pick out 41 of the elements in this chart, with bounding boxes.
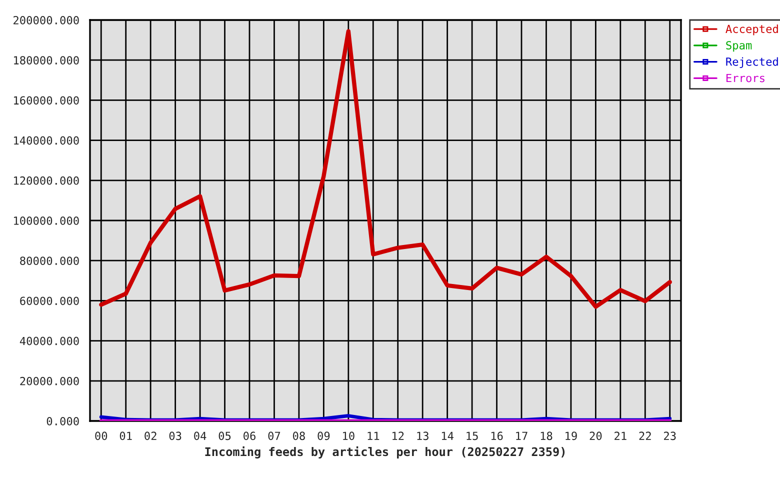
x-tick-label: 13 [417,432,428,440]
y-tick-label: 80000.000 [20,256,79,266]
x-tick-label: 05 [218,432,231,440]
x-tick-label: 02 [144,432,156,440]
x-tick-label: 01 [120,432,132,440]
legend-label: Accepted [726,24,778,36]
y-tick-label: 20000.000 [20,376,79,386]
x-axis-title: Incoming feeds by articles per hour (20250227 2359) [205,446,565,458]
x-tick-label: 16 [491,432,503,440]
x-tick-label: 19 [566,432,577,440]
line-series [99,29,672,309]
y-tick-label: 0.000 [46,417,79,426]
x-tick-label: 22 [639,432,651,440]
x-tick-label: 07 [268,432,280,440]
x-tick-label: 08 [292,432,305,440]
y-tick-label: 200000.000 [14,16,79,24]
x-tick-label: 21 [614,432,626,440]
y-tick-label: 120000.000 [14,176,79,185]
x-tick-label: 03 [169,432,182,440]
y-tick-label: 140000.000 [14,136,79,145]
x-tick-label: 15 [466,432,478,440]
x-tick-label: 10 [343,432,354,440]
x-tick-label: 06 [244,432,256,440]
x-tick-label: 00 [95,432,108,440]
x-tick-label: 17 [516,432,528,440]
x-tick-label: 20 [590,432,602,440]
x-tick-label: 09 [318,432,330,440]
y-tick-label: 180000.000 [14,56,79,65]
x-tick-label: 18 [540,432,552,440]
legend-label: Rejected [726,57,778,68]
y-tick-label: 100000.000 [14,216,79,225]
legend-label: Spam [726,41,752,52]
x-tick-label: 11 [368,432,380,440]
y-tick-label: 60000.000 [20,296,79,306]
legend-label: Errors [726,74,764,82]
x-tick-label: 04 [194,432,206,440]
y-tick-label: 40000.000 [20,336,79,346]
y-tick-label: 160000.000 [14,96,79,105]
x-tick-label: 14 [442,432,454,440]
x-tick-label: 23 [664,432,676,440]
x-tick-label: 12 [392,432,404,440]
